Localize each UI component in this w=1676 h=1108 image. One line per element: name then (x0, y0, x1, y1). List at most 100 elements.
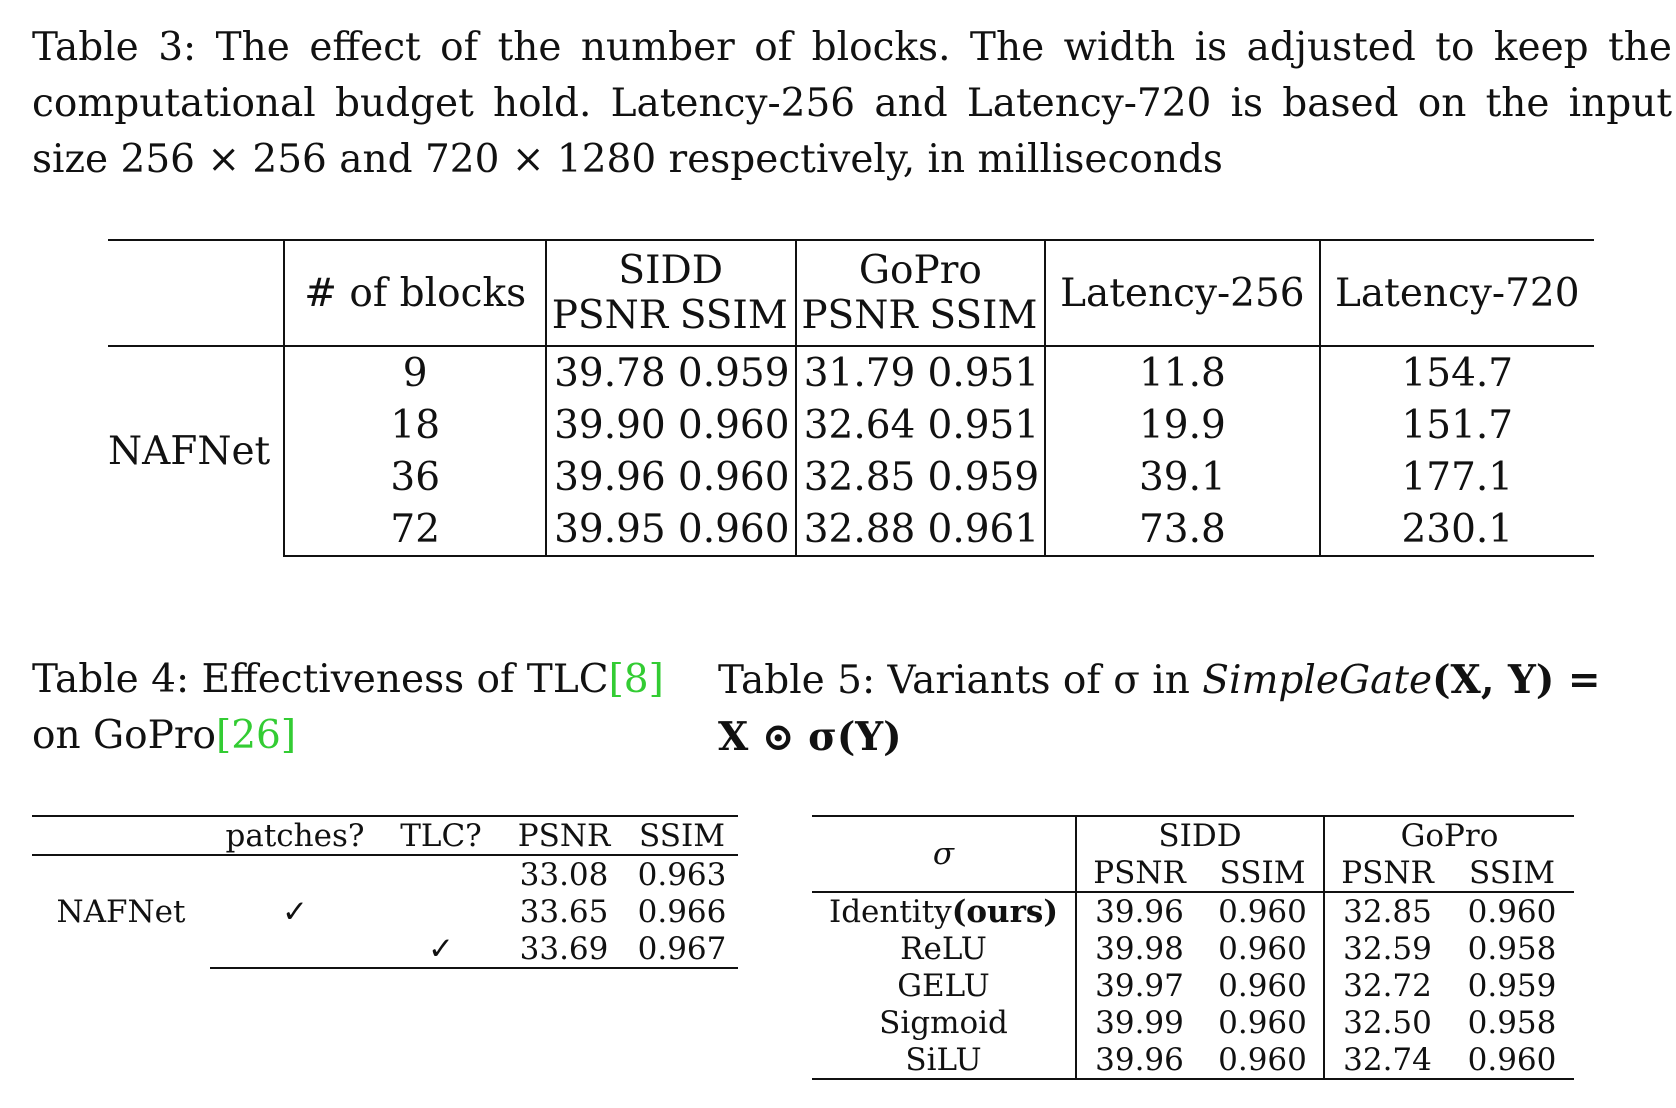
table5-cell: 32.59 (1323, 930, 1450, 967)
table3-cell: 32.64 (794, 399, 923, 451)
table4-header-psnr: PSNR (502, 815, 626, 855)
table5-cell: 39.99 (1075, 1004, 1202, 1041)
table3-cell: 151.7 (1318, 399, 1594, 451)
table3-header-sidd: SIDD (544, 239, 796, 293)
table3-header-gopro-ssim: SSIM (929, 293, 1038, 338)
table5-cell: 0.960 (1202, 891, 1324, 930)
table-row: Identity(ours) 39.96 0.960 32.85 0.960 (812, 891, 1574, 930)
checkmark-icon (380, 854, 502, 893)
table3-cell: 0.959 (927, 454, 1040, 500)
table5-header-sidd: SIDD (1075, 815, 1324, 854)
table3-cell: 0.960 (677, 402, 790, 448)
table3-method: NAFNet (108, 345, 285, 556)
table5-cell: 0.960 (1450, 891, 1574, 930)
table4-cell: 0.966 (637, 893, 727, 930)
citation-link[interactable]: [8] (608, 657, 664, 702)
table5-header-sigma: σ (812, 815, 1076, 892)
table5-caption-line2: X ⊙ σ(Y) (718, 714, 902, 760)
table3-cell: 39.90 (544, 399, 673, 451)
table5-caption: Table 5: Variants of σ in SimpleGate(X, … (718, 652, 1676, 766)
table4-caption: Table 4: Effectiveness of TLC[8] on GoPr… (32, 652, 712, 764)
table3-header-row1: # of blocks SIDD GoPro Latency-256 Laten… (108, 239, 1594, 346)
table3-cell: 154.7 (1318, 345, 1594, 399)
table3-cell: 19.9 (1044, 399, 1320, 451)
table5-header-sidd-ssim: SSIM (1219, 854, 1306, 891)
table4-cell: 33.69 (502, 930, 626, 969)
table3-header-sidd-psnr: PSNR (544, 293, 673, 346)
table5-cell: 0.958 (1467, 1004, 1557, 1041)
table3-header-lat720: Latency-720 (1318, 239, 1594, 346)
table5-variant: GELU (812, 967, 1076, 1004)
table4-cell: 33.08 (502, 854, 626, 893)
table5-variant-suffix: (ours) (951, 893, 1059, 930)
table4-cell: 0.967 (626, 930, 738, 969)
table3-cell: 39.1 (1044, 451, 1320, 503)
table4-header-ssim: SSIM (626, 815, 738, 855)
table4-method: NAFNet (32, 854, 210, 968)
table5-header-gopro-psnr: PSNR (1323, 854, 1450, 892)
checkmark-icon (210, 930, 380, 969)
table3-cell: 177.1 (1318, 451, 1594, 503)
table5-variant-name: SiLU (905, 1041, 982, 1078)
table3-corner (108, 239, 285, 346)
table3-cell: 0.951 (927, 402, 1040, 448)
checkmark-icon (380, 893, 502, 930)
table3-cell: 72 (283, 503, 546, 557)
table3-caption-label: Table 3: (32, 25, 197, 70)
table5-variant: Identity(ours) (812, 891, 1076, 930)
table5-variant-name: GELU (897, 967, 990, 1004)
table5: σ SIDD GoPro PSNR SSIM PSNR SSIM Identit… (812, 815, 1574, 1080)
table3-cell: 0.959 (672, 345, 796, 399)
table4-caption-label: Table 4: (32, 657, 190, 702)
table3-cell: 39.78 (544, 345, 673, 399)
table3-cell: 73.8 (1044, 503, 1320, 557)
table5-cell: 32.50 (1323, 1004, 1450, 1041)
table5-variant-name: ReLU (900, 930, 987, 967)
table3-cell: 230.1 (1318, 503, 1594, 557)
table5-header-gopro: GoPro (1323, 815, 1574, 854)
table3-header-gopro: GoPro (794, 239, 1046, 293)
table4-caption-pre: Effectiveness of TLC (201, 657, 609, 702)
table5-cell: 0.959 (1467, 967, 1557, 1004)
table4-cell: 33.65 (519, 893, 609, 930)
table3: # of blocks SIDD GoPro Latency-256 Laten… (108, 239, 1594, 557)
table5-cell: 0.960 (1202, 1041, 1324, 1080)
table5-variant: SiLU (812, 1041, 1076, 1080)
table3-header-sidd-ssim: SSIM (679, 293, 788, 338)
table3-cell: 0.961 (922, 503, 1046, 557)
table5-cell: 39.98 (1075, 930, 1202, 967)
table5-cell: 32.85 (1323, 891, 1450, 930)
table4-cell: 0.963 (626, 854, 738, 893)
table4: patches? TLC? PSNR SSIM NAFNet 33.08 0.9… (32, 815, 738, 969)
table5-variant: Sigmoid (812, 1004, 1076, 1041)
table5-caption-args: (X, Y) = (1432, 657, 1601, 703)
citation-link[interactable]: [26] (216, 713, 297, 758)
table-row: ReLU 39.98 0.960 32.59 0.958 (812, 930, 1574, 967)
table3-header-blocks: # of blocks (283, 239, 546, 346)
table4-header-row: patches? TLC? PSNR SSIM (32, 815, 738, 855)
table3-cell: 39.96 (544, 451, 673, 503)
table5-cell: 32.72 (1323, 967, 1450, 1004)
table3-cell: 0.960 (672, 503, 796, 557)
table5-caption-label: Table 5: (718, 658, 876, 703)
table5-header-row2: PSNR SSIM PSNR SSIM (812, 854, 1574, 892)
table3-cell: 32.85 (794, 451, 923, 503)
table4-corner (32, 815, 210, 855)
table3-cell: 11.8 (1044, 345, 1320, 399)
table5-cell: 0.960 (1218, 967, 1307, 1004)
table-row: SiLU 39.96 0.960 32.74 0.960 (812, 1041, 1574, 1080)
checkmark-icon (210, 854, 380, 893)
table-row: NAFNet 33.08 0.963 (32, 854, 738, 968)
table5-variant: ReLU (812, 930, 1076, 967)
table5-caption-func: SimpleGate (1202, 658, 1433, 703)
table-row: ✓ 33.69 0.967 (32, 930, 738, 969)
table4-header-patches: patches? (210, 815, 380, 855)
table5-cell: 39.97 (1075, 967, 1202, 1004)
table3-caption-text: The effect of the number of blocks. The … (32, 25, 1672, 182)
table3-header-gopro-psnr: PSNR (794, 293, 923, 346)
table3-header-row2: PSNR SSIM PSNR SSIM (108, 293, 1594, 346)
table3-header-lat256: Latency-256 (1044, 239, 1320, 346)
table4-caption-mid: on GoPro (32, 713, 216, 758)
table-row: Sigmoid 39.99 0.960 32.50 0.958 (812, 1004, 1574, 1041)
table3-cell: 32.88 (794, 503, 923, 557)
